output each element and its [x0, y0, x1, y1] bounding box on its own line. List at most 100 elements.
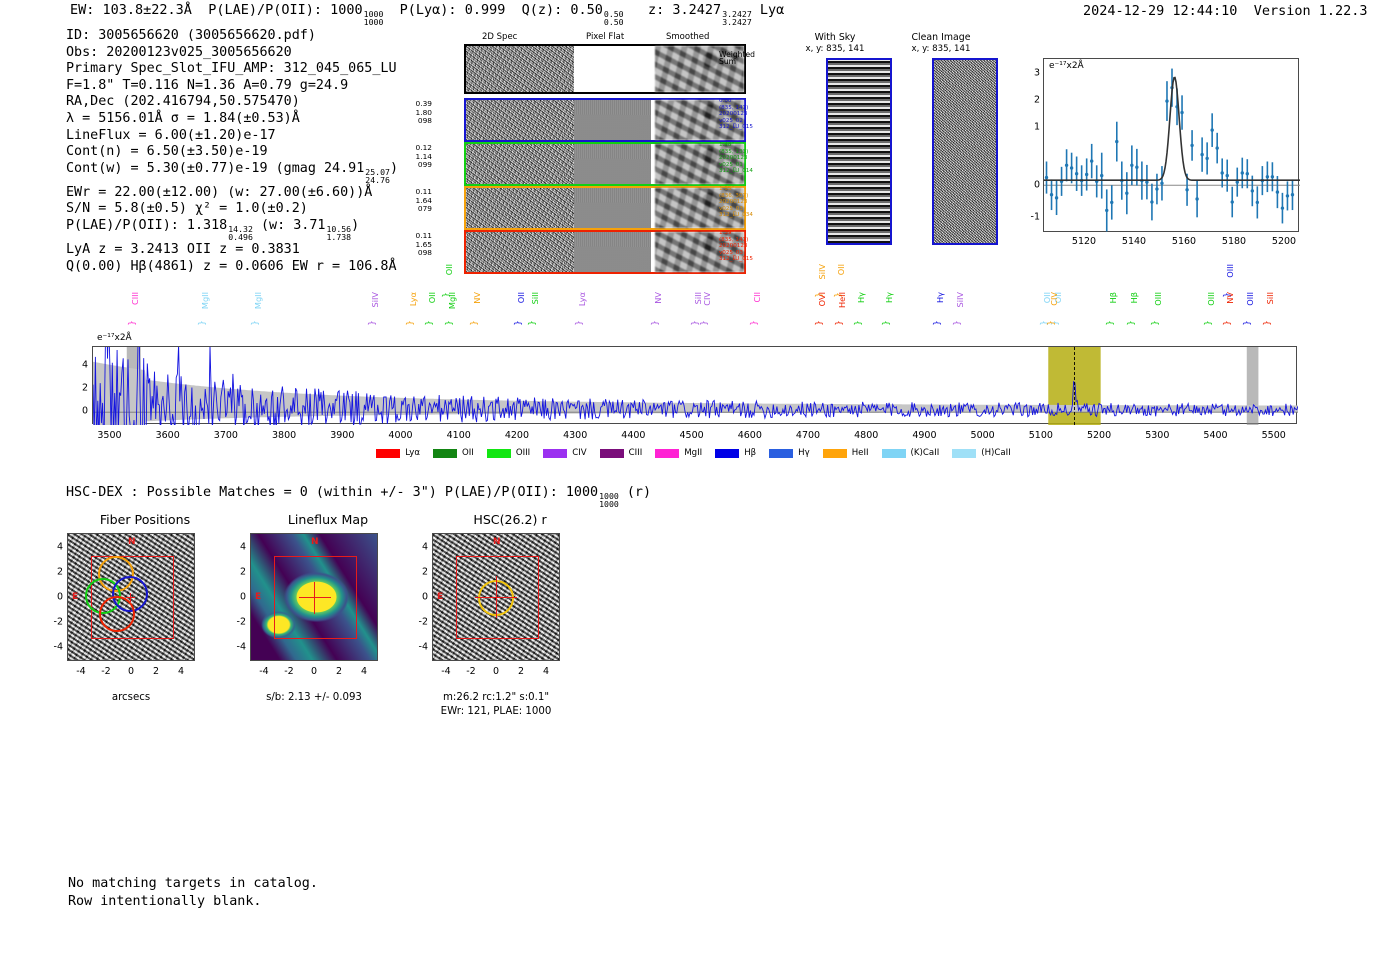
panel1-xtick-2: 0: [127, 666, 135, 677]
spectrum-ytick-2: 2: [81, 382, 88, 394]
with-sky-image: [828, 60, 890, 243]
line-brace-11: {: [572, 320, 583, 326]
version-label: Version 1.22.3: [1253, 3, 1368, 19]
line-brace-1: {: [195, 320, 206, 326]
row1-gap: [651, 100, 656, 140]
fiber-row-4[interactable]: [464, 230, 746, 274]
row3-2dspec-image: [466, 188, 575, 228]
row2-gap: [651, 144, 656, 184]
line-label-H: Hβ: [1107, 292, 1118, 304]
legend-label: (K)CaII: [910, 448, 940, 458]
fiber-circle-red: [99, 596, 135, 632]
lineflux-map-crosshair-v: [314, 582, 315, 614]
ws-smoothed-image: [655, 46, 744, 92]
legend-item-Ly: Lyα: [376, 448, 420, 458]
linefit-ytick-2: 2: [1033, 94, 1040, 106]
line-brace-10: {: [526, 320, 537, 326]
fiber-positions-panel[interactable]: N E: [67, 533, 195, 661]
line-label-OIII: OIII: [1153, 292, 1164, 306]
fiber-row-2-right-values: 1.48" (835, 133) 20200123 v025_01 312_LU…: [719, 142, 753, 175]
row3-pixelflat-image: [574, 188, 652, 228]
legend-swatch: [655, 448, 680, 458]
line-label-MgII: MgII: [199, 292, 210, 310]
plae-hi: 1000: [363, 8, 384, 19]
row3-gap: [651, 188, 656, 228]
info-line-q: Q(0.00) Hβ(4861) z = 0.0606 EW r = 106.8…: [66, 258, 397, 274]
spectrum-xtick-5100: 5100: [1028, 430, 1053, 441]
row1-2dspec-image: [466, 100, 575, 140]
panel2-xtick-3: 2: [335, 666, 343, 677]
panel2-ytick-1: 2: [239, 566, 246, 578]
with-sky-subtitle: x, y: 835, 141: [805, 44, 865, 54]
spectrum-xtick-4600: 4600: [737, 430, 762, 441]
plae-w-lo: 1.738: [326, 232, 352, 243]
line-brace-17: {: [812, 320, 823, 326]
line-brace-3: {: [366, 320, 377, 326]
panel2-xtick-4: 4: [360, 666, 368, 677]
qz-label: Q(z):: [521, 2, 563, 18]
legend-swatch: [543, 448, 568, 458]
line-label-MgII: MgII: [446, 292, 457, 310]
ws-pixelflat-image: [574, 46, 652, 92]
source-info-block: ID: 3005656620 (3005656620.pdf) Obs: 202…: [66, 28, 398, 275]
linefit-xtick-5120: 5120: [1071, 236, 1097, 247]
linefit-ytick-m1: -1: [1030, 211, 1040, 223]
timestamp: 2024-12-29 12:44:10: [1083, 3, 1238, 19]
clean-image-cutout[interactable]: [932, 58, 998, 245]
line-label-OII: OII: [444, 264, 455, 276]
spectrum-xtick-4300: 4300: [563, 430, 588, 441]
info-line-sn: S/N = 5.8(±0.5) χ² = 1.0(±0.2): [66, 201, 308, 217]
line-brace-21: {: [880, 320, 891, 326]
legend-item-H: Hγ: [769, 448, 810, 458]
fiber-row-3[interactable]: [464, 186, 746, 230]
plae-lo: 1000: [363, 17, 384, 28]
info-line-lambda: λ = 5156.01Å σ = 1.84(±0.53)Å: [66, 110, 300, 126]
fiber-row-2[interactable]: [464, 142, 746, 186]
with-sky-cutout[interactable]: [826, 58, 892, 245]
fiber-row-4-right-values: 1.39" (835, 141) 20200123 v025_03 312_LU…: [719, 230, 753, 263]
line-label-OII: OII: [836, 264, 847, 276]
info-line-radec: RA,Dec (202.416794,50.575470): [66, 94, 300, 110]
spectrum-xtick-3900: 3900: [330, 430, 355, 441]
masked-band-right: [1246, 347, 1259, 425]
ws-2dspec-image: [466, 46, 575, 92]
clean-image-image: [934, 60, 996, 243]
fiber-positions-title: Fiber Positions: [99, 512, 191, 527]
footer-note: No matching targets in catalog. Row inte…: [68, 875, 318, 910]
header-summary-line: EW: 103.8±22.3Å P(LAE)/P(OII): 1000 1000 1…: [70, 2, 784, 27]
line-label-OIII: OIII: [1225, 264, 1236, 278]
legend-label: Hβ: [744, 448, 757, 458]
hsc-r-north-marker: N: [493, 537, 501, 547]
spectrum-xtick-3800: 3800: [272, 430, 297, 441]
fiber-positions-caption: arcsecs: [111, 692, 151, 703]
spectrum-xtick-4900: 4900: [912, 430, 937, 441]
row2-pixelflat-image: [574, 144, 652, 184]
line-label-CIII: CIII: [130, 292, 141, 305]
fiber-positions-north-marker: N: [128, 537, 136, 547]
line-fit-plot[interactable]: e⁻¹⁷x2Å: [1043, 58, 1300, 232]
hsc-r-panel[interactable]: N E: [432, 533, 560, 661]
line-label-SiII: SiII: [530, 292, 541, 305]
linefit-svg: [1044, 68, 1300, 232]
linefit-ytick-3: 3: [1033, 67, 1040, 79]
lineflux-map-title: Lineflux Map: [287, 512, 369, 527]
line-label-OII: OII: [426, 292, 437, 304]
line-brace-33: {: [1241, 320, 1252, 326]
spectrum-xtick-3700: 3700: [213, 430, 238, 441]
panel3-ytick-0: 4: [421, 541, 428, 553]
legend-label: Hγ: [798, 448, 810, 458]
line-brace-15: {: [747, 320, 758, 326]
line-brace-12: {: [648, 320, 659, 326]
spectrum-xtick-3500: 3500: [97, 430, 122, 441]
spectrum-ytick-0: 0: [81, 405, 88, 417]
full-spectrum-plot[interactable]: e⁻¹⁷x2Å: [92, 333, 1298, 425]
lineflux-map-panel[interactable]: N E: [250, 533, 378, 661]
fiber-row-1[interactable]: [464, 98, 746, 142]
row1-smoothed-image: [655, 100, 744, 140]
panel3-xtick-3: 2: [517, 666, 525, 677]
linefit-xtick-5140: 5140: [1121, 236, 1147, 247]
line-label-NV: NV: [472, 292, 483, 304]
line-brace-27: {: [1103, 320, 1114, 326]
legend-item-H: Hβ: [715, 448, 756, 458]
panel1-xtick-3: 2: [152, 666, 160, 677]
